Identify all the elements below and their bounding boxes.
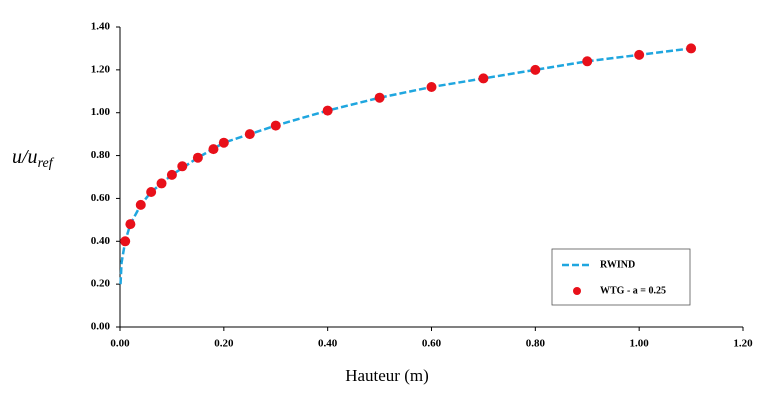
marker — [166, 169, 177, 180]
y-tick-label: 1.20 — [91, 63, 111, 75]
x-tick-label: 0.20 — [214, 338, 234, 350]
y-tick-label: 0.20 — [91, 278, 111, 290]
x-tick-label: 0.80 — [526, 338, 546, 350]
y-tick-label: 1.00 — [91, 106, 111, 118]
marker — [156, 178, 167, 189]
marker — [530, 64, 541, 75]
marker — [270, 120, 281, 131]
marker — [146, 187, 157, 197]
legend-label: RWIND — [600, 259, 635, 270]
x-tick-label: 1.00 — [630, 338, 650, 350]
marker — [218, 137, 229, 148]
x-tick-label: 0.00 — [110, 338, 130, 350]
y-tick-label: 1.40 — [91, 21, 111, 33]
marker — [135, 199, 146, 210]
legend-swatch — [573, 287, 581, 295]
marker — [634, 49, 645, 60]
marker — [374, 92, 385, 103]
marker — [125, 219, 136, 230]
y-tick-label: 0.60 — [91, 192, 111, 204]
x-tick-label: 0.60 — [422, 338, 442, 350]
marker — [208, 144, 219, 155]
marker — [120, 236, 131, 247]
marker — [244, 129, 255, 140]
marker — [686, 43, 697, 54]
marker — [177, 161, 188, 172]
y-axis-label-main: u/u — [12, 146, 38, 168]
marker — [478, 73, 489, 84]
y-tick-label: 0.40 — [91, 235, 111, 247]
legend: RWIND WTG - a = 0.25 — [551, 248, 691, 306]
x-tick-label: 1.20 — [733, 338, 753, 350]
y-tick-label: 0.00 — [91, 321, 111, 333]
marker — [426, 82, 437, 92]
y-axis-label-sub: ref — [38, 156, 55, 171]
marker — [582, 56, 593, 67]
x-axis-label: Hauteur (m) — [345, 366, 429, 385]
legend-box — [551, 248, 691, 306]
legend-label: WTG - a = 0.25 — [600, 285, 666, 296]
marker — [192, 152, 203, 163]
y-tick-label: 0.80 — [91, 149, 111, 161]
y-axis-label: u/uref — [12, 146, 55, 172]
x-tick-label: 0.40 — [318, 338, 338, 350]
marker — [322, 105, 333, 116]
